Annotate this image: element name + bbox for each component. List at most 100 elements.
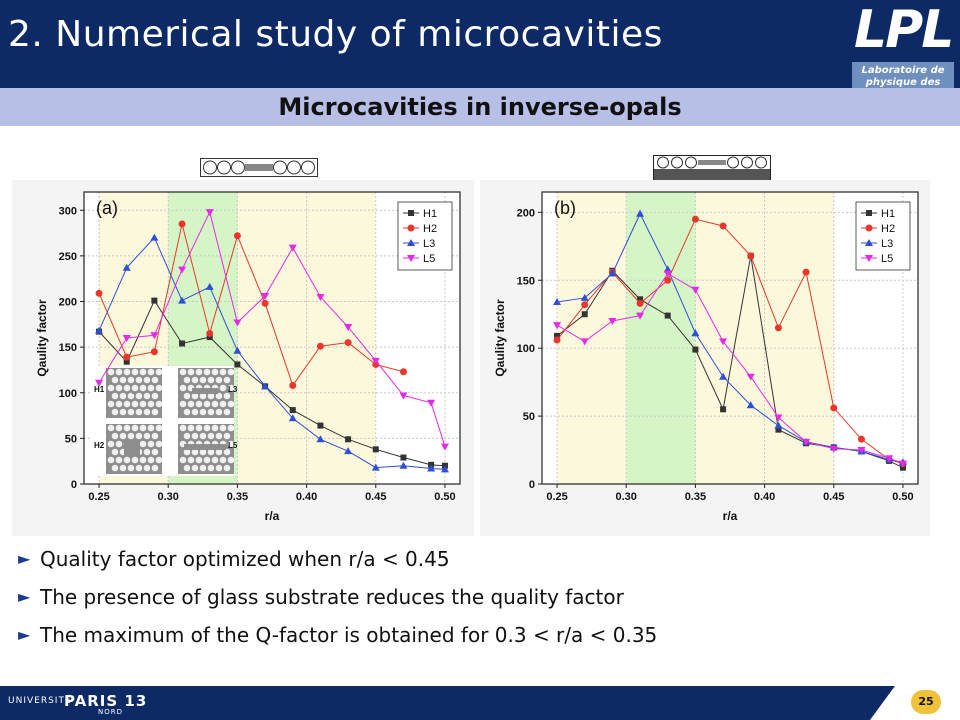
inset-hole	[143, 464, 151, 472]
footer-band	[0, 686, 895, 720]
inset-hole	[151, 464, 159, 472]
x-tick-label: 0.45	[365, 491, 386, 503]
inset-hole	[147, 384, 155, 392]
data-point	[178, 296, 187, 304]
data-point	[719, 338, 728, 346]
inset-hole	[183, 432, 191, 440]
inset-hole	[195, 368, 203, 376]
data-point	[581, 311, 588, 318]
inset-hole	[115, 456, 123, 464]
inset-hole	[111, 392, 119, 400]
y-tick-label: 300	[59, 205, 77, 217]
inset-hole	[215, 448, 223, 456]
inset-hole	[195, 400, 203, 408]
data-point	[746, 373, 755, 381]
pattern-inset: H1 L3 H2 L5	[92, 366, 238, 476]
inset-hole	[151, 408, 159, 416]
quality-factor-chart-a: 0.25 0.30 0.35 0.40 0.45 0.50 0 50 100 150 200 250 3…	[12, 180, 474, 536]
data-point	[289, 381, 297, 389]
inset-hole	[215, 432, 223, 440]
data-point	[399, 461, 408, 469]
legend-label: H1	[881, 208, 895, 220]
data-point	[427, 399, 436, 407]
inset-hole	[207, 408, 215, 416]
legend-label: H2	[881, 223, 895, 235]
data-point	[316, 342, 324, 350]
inset-hole	[107, 368, 115, 376]
inset-hole	[123, 384, 131, 392]
inset-hole	[147, 456, 155, 464]
x-tick-label: 0.25	[546, 491, 567, 503]
section-title: Microcavities in inverse-opals	[278, 93, 682, 121]
inset-hole	[199, 448, 207, 456]
inset-defect	[124, 440, 140, 456]
y-tick-label: 150	[517, 275, 535, 287]
data-point	[774, 421, 783, 429]
inset-hole	[203, 400, 211, 408]
inset-hole	[127, 376, 135, 384]
university-label: UNIVERSITÉ	[8, 696, 72, 706]
data-point	[608, 318, 617, 326]
bullet-text: The maximum of the Q-factor is obtained …	[40, 623, 658, 647]
inset-hole	[227, 368, 235, 376]
inset-hole	[111, 408, 119, 416]
data-point	[554, 332, 561, 339]
inset-hole	[115, 440, 123, 448]
data-point	[344, 324, 353, 332]
slide-header: 2. Numerical study of microcavities LPL …	[0, 0, 960, 100]
inset-hole	[151, 376, 159, 384]
inset-hole	[223, 432, 231, 440]
inset-hole	[131, 424, 139, 432]
inset-hole	[207, 464, 215, 472]
inset-hole	[183, 376, 191, 384]
inset-label: H2	[94, 441, 105, 450]
inset-hole	[207, 376, 215, 384]
data-point	[774, 324, 782, 332]
y-tick-label: 100	[59, 388, 77, 400]
inset-label: L5	[228, 441, 238, 450]
x-axis-label: r/a	[723, 509, 738, 523]
slide-title: 2. Numerical study of microcavities	[8, 14, 663, 55]
legend-label: L5	[423, 253, 435, 265]
legend-label: L3	[881, 238, 893, 250]
inset-hole	[203, 368, 211, 376]
inset-hole	[127, 408, 135, 416]
inset-hole	[135, 464, 143, 472]
data-point	[746, 401, 755, 409]
data-point	[720, 406, 727, 413]
inset-hole	[183, 408, 191, 416]
inset-hole	[119, 408, 127, 416]
inset-hole	[183, 392, 191, 400]
inset-hole	[155, 440, 163, 448]
cavity-thumbnail-b	[653, 155, 771, 193]
inset-hole	[223, 448, 231, 456]
y-tick-label: 50	[65, 433, 77, 445]
data-point	[289, 407, 296, 414]
inset-hole	[179, 424, 187, 432]
data-point	[95, 326, 104, 334]
data-point	[234, 361, 241, 368]
data-point	[123, 358, 130, 365]
data-point	[206, 334, 213, 341]
y-axis-label: Qaulity factor	[35, 299, 49, 377]
inset-hole	[183, 464, 191, 472]
arrow-bullet-icon: ►	[18, 625, 31, 644]
data-point	[372, 446, 379, 453]
legend-marker	[407, 239, 415, 246]
inset-defect	[192, 388, 218, 394]
inset-hole	[131, 456, 139, 464]
inset-hole	[191, 392, 199, 400]
data-point	[261, 293, 270, 301]
inset-hole	[187, 368, 195, 376]
inset-hole	[179, 368, 187, 376]
y-tick-label: 200	[517, 207, 535, 219]
data-point	[261, 299, 269, 307]
inset-hole	[147, 368, 155, 376]
data-point	[898, 460, 907, 468]
data-point	[344, 339, 352, 347]
bullet-text: The presence of glass substrate reduces …	[40, 585, 624, 609]
legend-label: H2	[423, 223, 437, 235]
data-point	[122, 335, 131, 342]
inset-hole	[127, 464, 135, 472]
inset-hole	[123, 424, 131, 432]
